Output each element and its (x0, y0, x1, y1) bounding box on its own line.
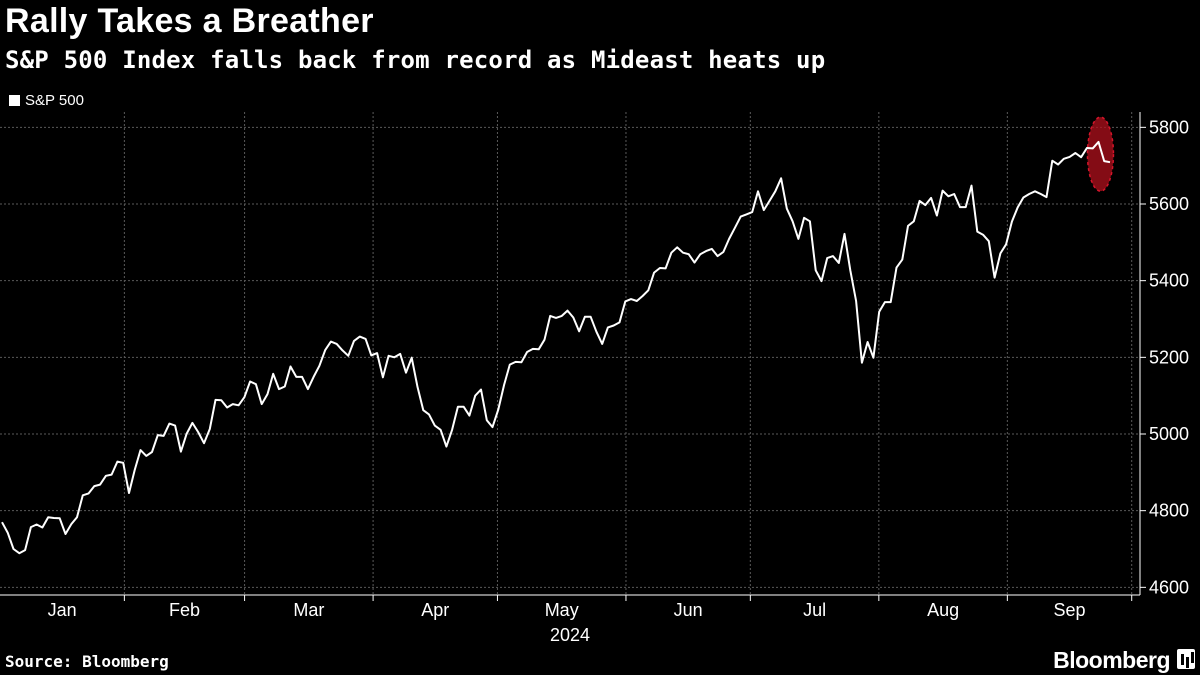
x-tick-label: Mar (293, 600, 324, 620)
source-note: Source: Bloomberg (5, 652, 169, 671)
x-tick-labels: Jan Feb Mar Apr May Jun Jul Aug Sep 2024 (48, 600, 1086, 645)
chart-subtitle: S&P 500 Index falls back from record as … (5, 46, 826, 74)
y-tick-label: 4800 (1149, 501, 1189, 521)
y-tick-label: 5400 (1149, 271, 1189, 291)
y-tick-label: 5600 (1149, 194, 1189, 214)
bloomberg-wordmark: Bloomberg (1053, 647, 1170, 673)
y-tick-label: 5200 (1149, 347, 1189, 367)
axes (0, 112, 1146, 601)
series-group (1, 140, 1111, 555)
x-tick-label: Aug (927, 600, 959, 620)
chart-title: Rally Takes a Breather (5, 2, 374, 40)
highlight-ellipse (1086, 116, 1115, 192)
x-tick-label: Jul (803, 600, 826, 620)
x-tick-label: Feb (169, 600, 200, 620)
y-tick-label: 5800 (1149, 117, 1189, 137)
legend: S&P 500 (9, 92, 84, 109)
series-line-sp500 (1, 140, 1111, 555)
x-tick-label: May (545, 600, 579, 620)
y-tick-labels: 4600 4800 5000 5200 5400 5600 5800 (1149, 117, 1189, 597)
x-tick-label: Jan (48, 600, 77, 620)
y-tick-label: 5000 (1149, 424, 1189, 444)
highlight-ellipse-group (1086, 116, 1115, 192)
grid-lines (0, 112, 1140, 595)
x-tick-label: Apr (421, 600, 449, 620)
legend-label: S&P 500 (25, 92, 84, 109)
x-year-label: 2024 (550, 625, 590, 645)
x-tick-label: Sep (1054, 600, 1086, 620)
legend-swatch (9, 95, 20, 106)
x-tick-label: Jun (674, 600, 703, 620)
bloomberg-logo-icon (1177, 649, 1195, 669)
y-tick-label: 4600 (1149, 577, 1189, 597)
